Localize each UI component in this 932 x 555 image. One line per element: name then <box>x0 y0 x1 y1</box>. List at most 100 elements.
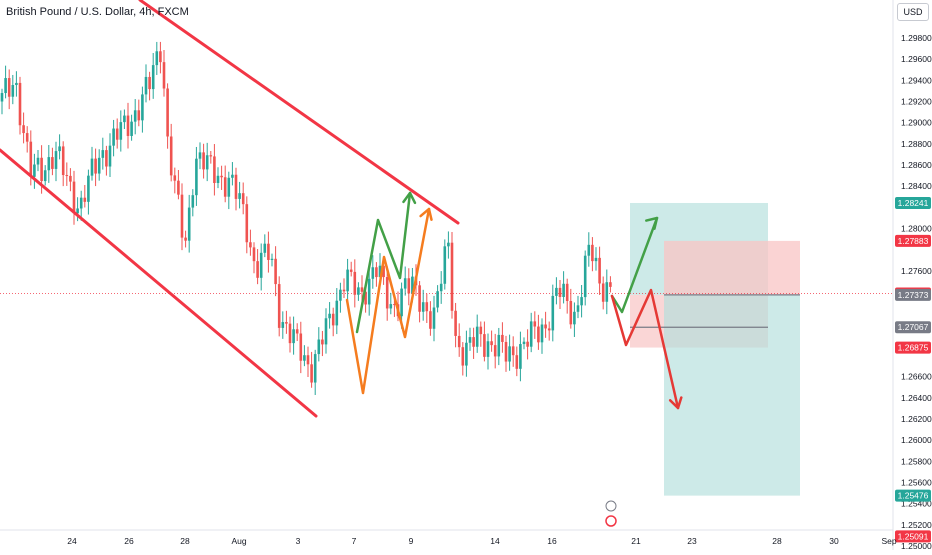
candle-body <box>187 207 191 241</box>
time-tick-label: 14 <box>490 536 500 546</box>
candle-body <box>436 291 439 308</box>
candle-body <box>65 175 69 177</box>
drawings-back <box>0 202 893 496</box>
candle-body <box>162 62 166 89</box>
price-label-text: 1.27373 <box>898 290 929 300</box>
price-tick-label: 1.29800 <box>901 33 932 43</box>
candle-body <box>267 243 270 260</box>
candles <box>0 41 612 395</box>
projection-up-arrow <box>610 216 659 314</box>
candle-body <box>483 334 486 357</box>
candle-body <box>209 155 213 157</box>
candle-body <box>130 121 133 136</box>
candle-body <box>450 242 454 311</box>
candle-body <box>540 324 544 343</box>
candle-body <box>36 157 40 165</box>
candle-body <box>461 347 465 366</box>
price-axis[interactable]: 1.29800 1.29600 1.29400 1.29200 1.29000 1.288… <box>892 0 932 551</box>
candle-body <box>61 146 65 176</box>
price-tick-label: 1.26600 <box>901 372 932 382</box>
price-label-text: 1.28241 <box>898 198 929 208</box>
price-tick-label: 1.25600 <box>901 478 932 488</box>
candle-body <box>411 276 414 294</box>
candle-body <box>0 93 4 102</box>
price-label-text: 1.25476 <box>898 491 929 501</box>
candle-body <box>555 287 558 296</box>
candle-body <box>353 271 357 295</box>
candle-body <box>317 339 321 355</box>
candle-body <box>141 94 144 121</box>
candle-body <box>375 267 378 278</box>
candle-body <box>263 243 267 253</box>
candle-body <box>335 300 339 326</box>
candle-body <box>605 282 609 302</box>
candle-body <box>601 283 605 302</box>
drawings-front <box>0 0 683 527</box>
candle-body <box>457 335 461 348</box>
price-label-text: 1.26875 <box>898 343 929 353</box>
time-tick-label: 7 <box>352 536 357 546</box>
orange-zigzag-arrow <box>345 207 431 395</box>
currency-badge[interactable]: USD <box>897 3 929 21</box>
candle-body <box>328 313 331 319</box>
projection-up-arrow-head <box>645 216 659 230</box>
candle-body <box>205 155 209 170</box>
price-tick-label: 1.28800 <box>901 139 932 149</box>
time-tick-label: Aug <box>231 536 246 546</box>
price-tick-label: 1.25400 <box>901 499 932 509</box>
candle-body <box>403 278 407 289</box>
price-tick-label: 1.29200 <box>901 97 932 107</box>
symbol-title: British Pound / U.S. Dollar, 4h, FXCM <box>6 6 189 18</box>
candle-body <box>22 125 25 134</box>
candle-body <box>493 345 497 357</box>
candle-body <box>4 78 7 94</box>
candle-body <box>72 181 76 214</box>
candle-body <box>339 289 342 301</box>
loss-zone-2 <box>664 240 800 295</box>
time-tick-label: Sep <box>881 536 896 546</box>
candle-body <box>295 329 299 334</box>
price-tick-label: 1.26200 <box>901 414 932 424</box>
candle-body <box>544 324 547 329</box>
candle-body <box>537 326 540 343</box>
candle-body <box>357 287 360 295</box>
candle-body <box>303 355 306 361</box>
candle-body <box>468 337 472 343</box>
candle-body <box>551 295 555 331</box>
candle-body <box>79 197 83 209</box>
candle-body <box>385 277 389 309</box>
price-tick-label: 1.26400 <box>901 393 932 403</box>
price-tick-label: 1.25000 <box>901 541 932 550</box>
time-tick-label: 28 <box>772 536 782 546</box>
candle-body <box>378 265 382 278</box>
candle-body <box>321 339 324 345</box>
candle-body <box>137 110 141 121</box>
time-tick-label: 28 <box>180 536 190 546</box>
time-axis[interactable]: 24 26 28 Aug 3 7 9 14 16 21 23 28 30 Sep <box>0 529 897 546</box>
candle-body <box>166 88 169 137</box>
candle-body <box>155 51 159 66</box>
price-tick-label: 1.25800 <box>901 456 932 466</box>
orange-arrow-head <box>419 207 433 221</box>
candle-body <box>583 255 587 298</box>
candle-body <box>591 244 594 262</box>
candle-body <box>270 258 274 260</box>
candle-body <box>486 341 490 357</box>
candle-body <box>7 78 11 97</box>
green-arrow-head <box>402 191 417 205</box>
candle-body <box>223 177 227 197</box>
candle-body <box>202 152 205 170</box>
candle-body <box>40 157 43 182</box>
candle-body <box>144 76 148 95</box>
price-label-badge <box>895 234 931 247</box>
candle-body <box>252 247 256 262</box>
candle-body <box>439 283 443 292</box>
candle-body <box>90 158 94 176</box>
candle-body <box>508 346 511 362</box>
price-label-badge <box>895 196 931 209</box>
candle-body <box>360 287 364 292</box>
candle-body <box>497 334 501 357</box>
time-tick-label: 21 <box>631 536 641 546</box>
